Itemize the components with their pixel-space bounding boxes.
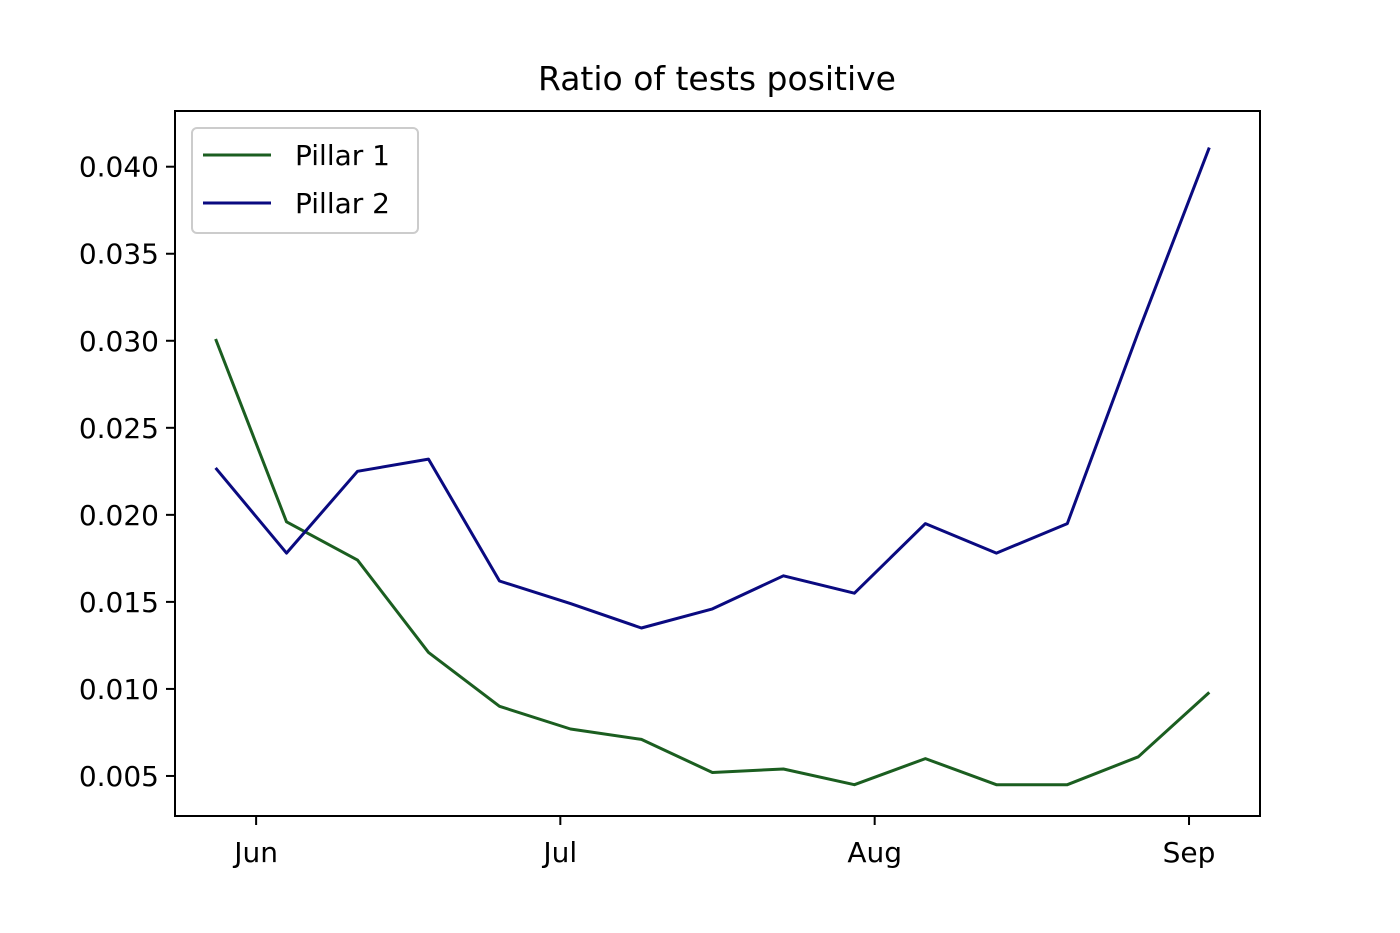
y-tick-label: 0.015: [79, 586, 159, 619]
y-axis: 0.005 0.010 0.015 0.020 0.025 0.030 0.035 0.040: [79, 151, 175, 793]
x-axis: Jun Jul Aug Sep: [232, 816, 1215, 869]
legend-label-pillar-1: Pillar 1: [295, 139, 390, 172]
series-group: [214, 147, 1211, 787]
y-tick-label: 0.040: [79, 151, 159, 184]
y-tick-label: 0.010: [79, 673, 159, 706]
y-tick-label: 0.035: [79, 238, 159, 271]
legend: Pillar 1 Pillar 2: [191, 127, 419, 234]
x-tick-label: Jun: [232, 836, 278, 869]
y-tick-label: 0.025: [79, 412, 159, 445]
chart-title: Ratio of tests positive: [538, 59, 896, 98]
series-line-pillar-2: [214, 147, 1211, 630]
y-tick-label: 0.020: [79, 499, 159, 532]
legend-label-pillar-2: Pillar 2: [295, 187, 390, 220]
x-tick-label: Aug: [847, 836, 902, 869]
y-tick-label: 0.005: [79, 760, 159, 793]
series-line-pillar-1: [214, 338, 1211, 787]
y-tick-label: 0.030: [79, 325, 159, 358]
x-tick-label: Jul: [541, 836, 577, 869]
axes-frame: [174, 110, 1261, 817]
x-tick-label: Sep: [1163, 836, 1216, 869]
